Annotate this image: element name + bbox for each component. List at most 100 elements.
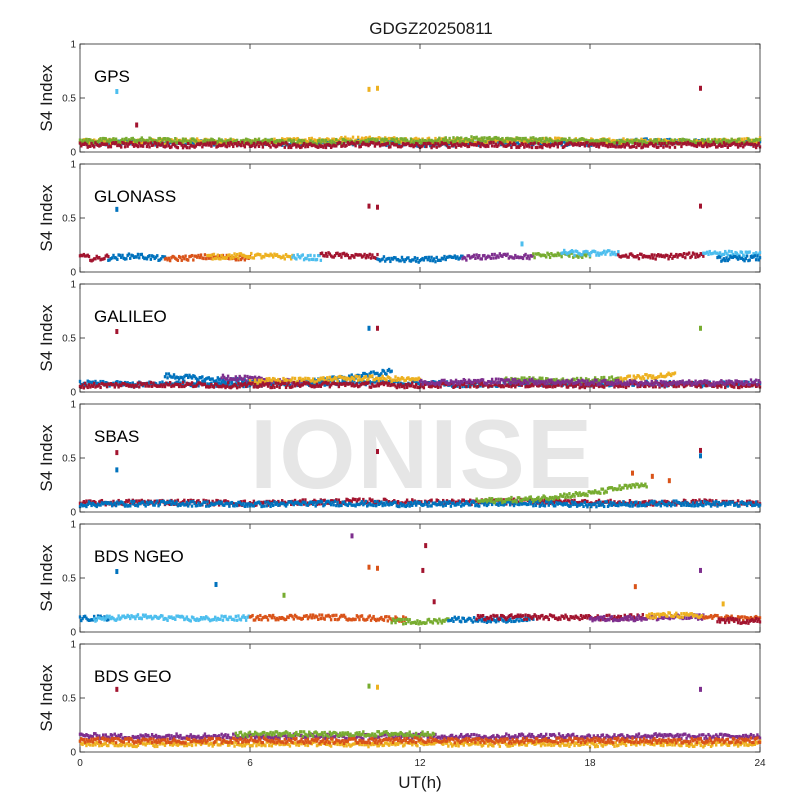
data-point bbox=[131, 381, 135, 385]
data-point bbox=[126, 140, 129, 145]
data-point bbox=[758, 380, 762, 385]
data-point bbox=[420, 141, 423, 145]
data-point bbox=[501, 384, 504, 388]
data-point bbox=[662, 254, 665, 258]
data-point bbox=[545, 379, 548, 383]
data-point bbox=[313, 498, 316, 502]
data-point bbox=[720, 141, 723, 146]
data-point bbox=[313, 380, 316, 384]
data-point bbox=[569, 380, 572, 384]
data-point bbox=[278, 138, 281, 143]
data-point bbox=[570, 142, 574, 146]
data-point bbox=[278, 254, 281, 259]
data-point bbox=[189, 137, 192, 141]
data-point bbox=[409, 382, 413, 386]
data-point bbox=[99, 143, 102, 147]
data-point bbox=[640, 137, 643, 141]
data-point bbox=[313, 254, 316, 258]
data-point bbox=[655, 376, 659, 380]
data-point bbox=[736, 257, 740, 261]
data-point bbox=[646, 144, 650, 148]
data-point bbox=[373, 372, 377, 376]
data-point bbox=[345, 252, 348, 256]
data-point bbox=[632, 374, 635, 378]
data-point bbox=[342, 377, 346, 381]
data-point bbox=[423, 380, 427, 384]
data-point bbox=[565, 142, 569, 146]
data-point bbox=[260, 256, 263, 260]
data-point bbox=[268, 499, 271, 504]
data-point bbox=[426, 141, 429, 146]
data-point bbox=[120, 255, 123, 259]
data-point bbox=[89, 138, 92, 142]
data-point bbox=[327, 251, 330, 255]
data-point bbox=[313, 383, 316, 387]
data-point bbox=[318, 502, 321, 506]
data-point bbox=[633, 377, 637, 381]
data-point bbox=[116, 257, 119, 261]
data-point bbox=[407, 142, 410, 146]
data-point bbox=[271, 143, 275, 147]
data-point bbox=[232, 384, 235, 388]
data-point bbox=[286, 379, 289, 383]
data-point bbox=[166, 376, 169, 380]
data-point bbox=[586, 379, 589, 383]
data-point bbox=[154, 384, 158, 388]
data-point bbox=[640, 380, 643, 384]
data-point bbox=[497, 136, 500, 140]
data-point bbox=[452, 136, 455, 140]
data-point bbox=[599, 378, 602, 383]
data-point bbox=[116, 383, 119, 387]
data-point bbox=[223, 499, 226, 503]
data-point bbox=[523, 254, 526, 258]
data-point bbox=[717, 138, 720, 142]
data-point bbox=[271, 378, 275, 383]
data-point bbox=[264, 252, 267, 256]
data-point bbox=[421, 382, 424, 386]
data-point bbox=[273, 252, 276, 256]
data-point bbox=[469, 385, 472, 389]
data-point bbox=[596, 251, 599, 255]
data-point bbox=[642, 143, 646, 147]
data-point bbox=[573, 384, 576, 389]
data-point bbox=[422, 258, 426, 262]
data-point bbox=[134, 140, 137, 144]
data-point bbox=[223, 140, 226, 144]
data-point bbox=[417, 144, 420, 148]
data-point bbox=[608, 137, 611, 141]
data-point bbox=[678, 137, 682, 142]
data-point bbox=[479, 378, 482, 383]
data-point bbox=[751, 138, 754, 142]
data-point bbox=[497, 377, 500, 381]
data-point bbox=[122, 382, 125, 386]
data-point bbox=[176, 141, 180, 145]
data-point bbox=[682, 141, 686, 146]
data-point bbox=[266, 503, 270, 507]
data-point bbox=[190, 381, 194, 385]
data-point bbox=[720, 259, 723, 263]
data-point bbox=[633, 141, 637, 146]
data-point bbox=[587, 378, 590, 382]
data-point bbox=[378, 136, 382, 140]
data-point bbox=[295, 380, 298, 384]
data-point bbox=[409, 378, 413, 382]
data-point bbox=[685, 380, 688, 384]
data-point bbox=[545, 255, 548, 259]
data-point bbox=[505, 378, 508, 382]
data-point bbox=[300, 138, 303, 143]
data-point bbox=[225, 255, 229, 260]
data-point bbox=[230, 377, 234, 382]
data-point bbox=[323, 143, 326, 147]
data-point bbox=[624, 143, 628, 147]
data-point bbox=[239, 252, 243, 256]
data-point bbox=[220, 253, 223, 258]
data-point bbox=[422, 386, 426, 390]
data-point bbox=[345, 137, 348, 141]
data-point bbox=[568, 250, 571, 255]
data-point bbox=[269, 140, 272, 145]
data-point bbox=[122, 139, 125, 143]
data-point bbox=[637, 143, 641, 148]
data-point bbox=[235, 141, 239, 145]
data-point bbox=[613, 144, 616, 148]
data-point bbox=[474, 499, 477, 503]
